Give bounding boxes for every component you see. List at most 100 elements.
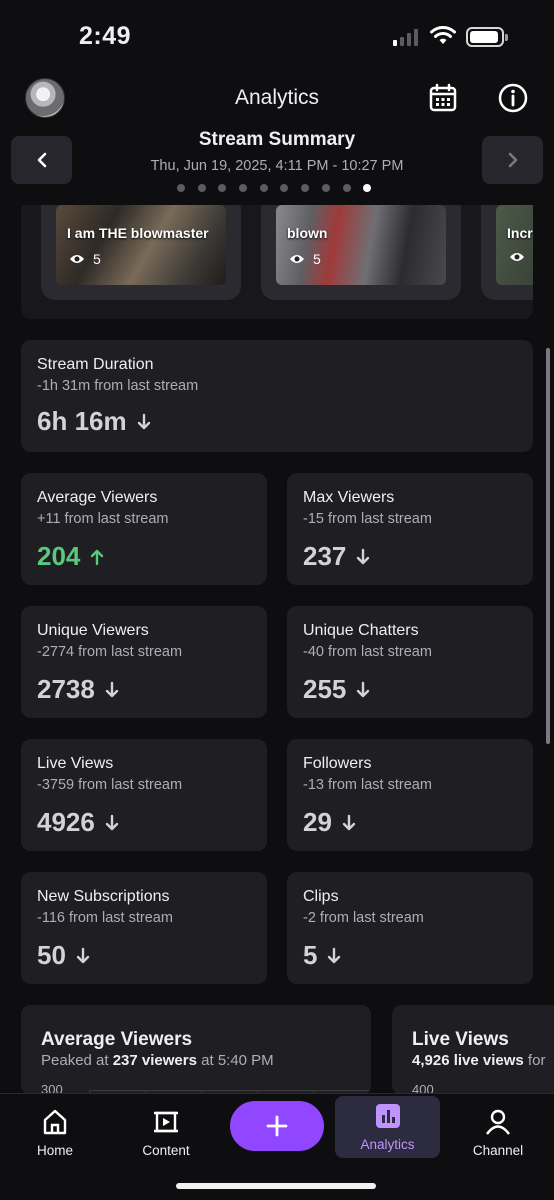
clip-card[interactable]: Incr <box>481 205 533 300</box>
channel-icon <box>486 1109 510 1135</box>
card-title: Stream Duration <box>37 356 154 373</box>
page-dot[interactable] <box>197 184 206 192</box>
clip-title: I am THE blowmaster <box>67 225 209 241</box>
chart-subtitle: 4,926 live views for <box>412 1052 545 1069</box>
eye-icon <box>70 255 84 263</box>
next-stream-button[interactable] <box>482 136 543 184</box>
calendar-icon[interactable] <box>425 80 461 116</box>
chart-subtitle-prefix: Peaked at <box>41 1052 113 1069</box>
page-indicator <box>177 184 372 192</box>
tab-label: Home <box>36 1143 73 1158</box>
clip-title: blown <box>287 225 328 241</box>
top-clips-carousel[interactable]: I am THE blowmaster 5 blown 5 Incr <box>21 205 533 319</box>
chart-subtitle: Peaked at 237 viewers at 5:40 PM <box>41 1052 274 1069</box>
card-value: 5 <box>303 940 318 970</box>
card-title: Clips <box>303 888 339 905</box>
tab-analytics[interactable]: Analytics <box>335 1096 440 1158</box>
eye-icon <box>510 253 524 261</box>
chart-subtitle-suffix: for <box>523 1052 546 1069</box>
content-icon <box>154 1111 178 1133</box>
tab-label: Channel <box>472 1143 524 1158</box>
card-value: 255 <box>303 674 347 704</box>
chart-y-tick: 400 <box>412 1082 434 1095</box>
card-delta: -3759 from last stream <box>37 777 183 793</box>
average-viewers-chart-card[interactable]: Average Viewers Peaked at 237 viewers at… <box>21 1005 371 1095</box>
card-value: 4926 <box>37 807 95 837</box>
summary-title: Stream Summary <box>198 129 356 150</box>
new-subscriptions-card: New Subscriptions -116 from last stream … <box>21 872 267 984</box>
card-title: Live Views <box>37 755 114 772</box>
live-views-chart-card[interactable]: Live Views 4,926 live views for 400 <box>392 1005 554 1095</box>
tab-channel[interactable]: Channel <box>448 1094 548 1164</box>
page-dot[interactable] <box>342 184 351 192</box>
card-delta: -13 from last stream <box>303 777 432 793</box>
page-dot[interactable] <box>239 184 248 192</box>
clip-view-count: 5 <box>313 251 321 267</box>
avatar[interactable] <box>25 78 65 118</box>
status-bar: 2:49 <box>0 0 554 70</box>
wifi-icon <box>430 26 456 44</box>
card-title: Max Viewers <box>303 489 395 506</box>
eye-icon <box>290 255 304 263</box>
stream-duration-card: Stream Duration -1h 31m from last stream… <box>21 340 533 452</box>
clip-views <box>509 251 533 263</box>
card-value: 6h 16m <box>37 406 127 436</box>
card-value: 2738 <box>37 674 95 704</box>
home-indicator <box>176 1183 376 1189</box>
plus-icon <box>266 1115 288 1137</box>
arrow-down-icon <box>105 681 119 697</box>
followers-card: Followers -13 from last stream 29 <box>287 739 533 851</box>
card-title: Average Viewers <box>37 489 158 506</box>
card-delta: -116 from last stream <box>37 910 173 926</box>
app-header: Analytics <box>0 76 554 120</box>
page-dot[interactable] <box>177 184 185 192</box>
chart-subtitle-suffix: at 5:40 PM <box>196 1052 274 1069</box>
page-dot[interactable] <box>321 184 330 192</box>
chart-title: Live Views <box>412 1029 509 1050</box>
card-title: Unique Chatters <box>303 622 419 639</box>
tab-label: Analytics <box>360 1137 415 1152</box>
page-dot[interactable] <box>259 184 268 192</box>
arrow-down-icon <box>105 814 119 830</box>
card-value-row: 204 <box>37 541 104 572</box>
tab-home[interactable]: Home <box>5 1094 105 1164</box>
analytics-icon <box>375 1104 400 1128</box>
unique-chatters-card: Unique Chatters -40 from last stream 255 <box>287 606 533 718</box>
create-button[interactable] <box>230 1101 324 1151</box>
arrow-up-icon <box>91 549 104 565</box>
page-dot[interactable] <box>280 184 289 192</box>
tab-content[interactable]: Content <box>116 1094 216 1164</box>
card-value-row: 2738 <box>37 674 119 705</box>
arrow-down-icon <box>357 548 370 564</box>
battery-icon <box>466 27 508 47</box>
card-value-row: 29 <box>303 807 356 838</box>
card-value: 50 <box>37 940 66 970</box>
arrow-down-icon <box>328 947 341 963</box>
clips-card: Clips -2 from last stream 5 <box>287 872 533 984</box>
card-value-row: 4926 <box>37 807 119 838</box>
chevron-left-icon <box>37 152 46 168</box>
page-dot-active[interactable] <box>363 184 372 192</box>
clip-card[interactable]: I am THE blowmaster 5 <box>41 205 241 300</box>
clip-title: Incr <box>507 225 533 241</box>
clip-thumbnail <box>276 205 446 285</box>
card-delta: -1h 31m from last stream <box>37 378 199 394</box>
max-viewers-card: Max Viewers -15 from last stream 237 <box>287 473 533 585</box>
bottom-tab-bar: Home Content Analytics Channel <box>0 1093 554 1200</box>
previous-stream-button[interactable] <box>11 136 72 184</box>
scrollbar[interactable] <box>546 348 550 744</box>
info-icon[interactable] <box>495 80 531 116</box>
page-dot[interactable] <box>218 184 227 192</box>
card-delta: -40 from last stream <box>303 644 432 660</box>
cellular-signal-icon <box>393 28 418 46</box>
card-value-row: 237 <box>303 541 370 572</box>
clip-thumbnail <box>56 205 226 285</box>
card-delta: -2 from last stream <box>303 910 424 926</box>
chart-subtitle-value: 237 viewers <box>112 1052 197 1069</box>
card-delta: -15 from last stream <box>303 511 432 527</box>
card-value-row: 255 <box>303 674 370 705</box>
card-value-row: 50 <box>37 940 90 971</box>
chart-title: Average Viewers <box>41 1029 193 1050</box>
clip-card[interactable]: blown 5 <box>261 205 461 300</box>
page-dot[interactable] <box>301 184 310 192</box>
